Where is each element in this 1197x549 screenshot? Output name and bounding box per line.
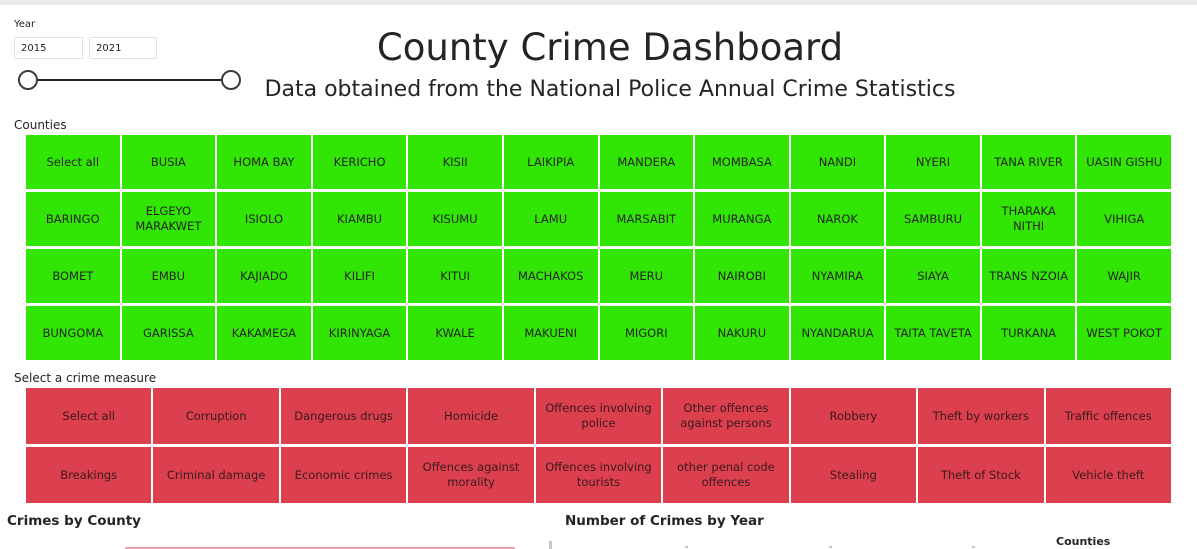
- counties-slicer: Select all BUSIA HOMA BAY KERICHO KISII LAIKI…: [26, 135, 1171, 360]
- county-tile-nairobi[interactable]: NAIROBI: [695, 249, 789, 303]
- county-tile-taita-taveta[interactable]: TAITA TAVETA: [886, 306, 980, 360]
- crime-measure-tile-robbery[interactable]: Robbery: [790, 388, 917, 444]
- crime-measure-tile-theft-by-workers[interactable]: Theft by workers: [918, 388, 1044, 444]
- crime-measure-slicer: Select all Corruption Dangerous drugs Homic…: [26, 388, 1171, 503]
- county-tile-elgeyo-marakwet[interactable]: ELGEYO MARAKWET: [121, 192, 216, 246]
- county-tile-west-pokot[interactable]: WEST POKOT: [1077, 306, 1171, 360]
- county-tile-makueni[interactable]: MAKUENI: [503, 306, 598, 360]
- county-tile-kisii[interactable]: KISII: [408, 135, 502, 189]
- county-tile-baringo[interactable]: BARINGO: [26, 192, 120, 246]
- crimes-by-year-title: Number of Crimes by Year: [565, 513, 764, 529]
- county-tile-kisumu[interactable]: KISUMU: [408, 192, 502, 246]
- crime-measure-tile-offences-involving-police[interactable]: Offences involving police: [535, 388, 662, 444]
- crime-measure-tile-traffic-offences[interactable]: Traffic offences: [1045, 388, 1171, 444]
- crime-measure-tile-dangerous-drugs[interactable]: Dangerous drugs: [280, 388, 407, 444]
- crime-measure-slicer-label: Select a crime measure: [14, 371, 157, 385]
- year-chart-axis: [549, 541, 552, 549]
- year-end-input[interactable]: 2021: [89, 37, 157, 59]
- county-bar-chart-edge: [125, 547, 515, 549]
- page-subtitle: Data obtained from the National Police A…: [264, 77, 956, 102]
- crime-measure-tile-other-penal-code-offences[interactable]: other penal code offences: [663, 447, 789, 503]
- county-tile-nyamira[interactable]: NYAMIRA: [790, 249, 885, 303]
- county-tile-kitui[interactable]: KITUI: [408, 249, 502, 303]
- county-tile-mombasa[interactable]: MOMBASA: [695, 135, 789, 189]
- crime-measure-tile-breakings[interactable]: Breakings: [26, 447, 152, 503]
- county-tile-kwale[interactable]: KWALE: [408, 306, 502, 360]
- county-tile-nandi[interactable]: NANDI: [790, 135, 885, 189]
- county-tile-embu[interactable]: EMBU: [121, 249, 216, 303]
- top-bar: [0, 0, 1197, 5]
- county-tile-tana-river[interactable]: TANA RIVER: [981, 135, 1076, 189]
- county-tile-siaya[interactable]: SIAYA: [886, 249, 980, 303]
- county-tile-kajiado[interactable]: KAJIADO: [217, 249, 311, 303]
- counties-slicer-label: Counties: [14, 118, 67, 132]
- county-tile-laikipia[interactable]: LAIKIPIA: [503, 135, 598, 189]
- year-slider-start-handle[interactable]: [18, 70, 38, 90]
- year-chart-gridline: [685, 546, 688, 548]
- crime-measure-tile-select-all[interactable]: Select all: [26, 388, 152, 444]
- county-tile-muranga[interactable]: MURANGA: [695, 192, 789, 246]
- county-tile-kilifi[interactable]: KILIFI: [312, 249, 407, 303]
- county-tile-kirinyaga[interactable]: KIRINYAGA: [312, 306, 407, 360]
- county-tile-wajir[interactable]: WAJIR: [1077, 249, 1171, 303]
- crime-measure-tile-corruption[interactable]: Corruption: [153, 388, 279, 444]
- county-tile-narok[interactable]: NAROK: [790, 192, 885, 246]
- county-tile-homa-bay[interactable]: HOMA BAY: [217, 135, 311, 189]
- legend-title: Counties: [1056, 535, 1111, 548]
- year-slider-track[interactable]: [28, 79, 231, 81]
- county-tile-vihiga[interactable]: VIHIGA: [1077, 192, 1171, 246]
- year-chart-gridline: [829, 546, 832, 548]
- county-tile-busia[interactable]: BUSIA: [121, 135, 216, 189]
- county-tile-tharaka-nithi[interactable]: THARAKA NITHI: [981, 192, 1076, 246]
- crime-measure-tile-other-offences-against-persons[interactable]: Other offences against persons: [663, 388, 789, 444]
- year-start-input[interactable]: 2015: [14, 37, 83, 59]
- crime-measure-tile-stealing[interactable]: Stealing: [790, 447, 917, 503]
- county-tile-samburu[interactable]: SAMBURU: [886, 192, 980, 246]
- county-tile-garissa[interactable]: GARISSA: [121, 306, 216, 360]
- county-tile-nyeri[interactable]: NYERI: [886, 135, 980, 189]
- county-tile-machakos[interactable]: MACHAKOS: [503, 249, 598, 303]
- county-tile-uasin-gishu[interactable]: UASIN GISHU: [1077, 135, 1171, 189]
- county-tile-lamu[interactable]: LAMU: [503, 192, 598, 246]
- county-tile-nakuru[interactable]: NAKURU: [695, 306, 789, 360]
- year-slicer-label: Year: [14, 19, 36, 30]
- county-tile-nyandarua[interactable]: NYANDARUA: [790, 306, 885, 360]
- county-tile-kiambu[interactable]: KIAMBU: [312, 192, 407, 246]
- crime-measure-tile-offences-against-morality[interactable]: Offences against morality: [408, 447, 534, 503]
- crime-measure-tile-offences-involving-tourists[interactable]: Offences involving tourists: [535, 447, 662, 503]
- county-tile-select-all[interactable]: Select all: [26, 135, 120, 189]
- crime-measure-tile-homicide[interactable]: Homicide: [408, 388, 534, 444]
- county-tile-isiolo[interactable]: ISIOLO: [217, 192, 311, 246]
- year-chart-gridline: [972, 546, 975, 548]
- crime-measure-tile-criminal-damage[interactable]: Criminal damage: [153, 447, 279, 503]
- county-tile-mandera[interactable]: MANDERA: [599, 135, 694, 189]
- crime-measure-tile-economic-crimes[interactable]: Economic crimes: [280, 447, 407, 503]
- county-tile-meru[interactable]: MERU: [599, 249, 694, 303]
- county-tile-trans-nzoia[interactable]: TRANS NZOIA: [981, 249, 1076, 303]
- county-tile-bungoma[interactable]: BUNGOMA: [26, 306, 120, 360]
- page-title: County Crime Dashboard: [376, 26, 844, 69]
- crime-measure-tile-theft-of-stock[interactable]: Theft of Stock: [918, 447, 1044, 503]
- crimes-by-county-title: Crimes by County: [7, 513, 141, 529]
- county-tile-marsabit[interactable]: MARSABIT: [599, 192, 694, 246]
- county-tile-kakamega[interactable]: KAKAMEGA: [217, 306, 311, 360]
- county-tile-bomet[interactable]: BOMET: [26, 249, 120, 303]
- year-slider-end-handle[interactable]: [221, 70, 241, 90]
- crime-measure-tile-vehicle-theft[interactable]: Vehicle theft: [1045, 447, 1171, 503]
- county-tile-kericho[interactable]: KERICHO: [312, 135, 407, 189]
- county-tile-turkana[interactable]: TURKANA: [981, 306, 1076, 360]
- county-tile-migori[interactable]: MIGORI: [599, 306, 694, 360]
